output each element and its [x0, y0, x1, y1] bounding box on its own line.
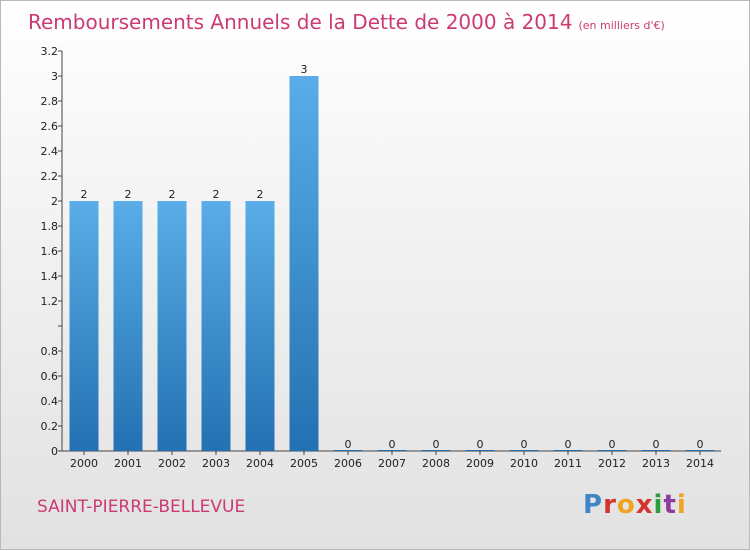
bar-2013: [641, 450, 671, 451]
logo-letter: r: [603, 490, 617, 520]
proxiti-logo: Proxiti: [583, 490, 687, 520]
y-tick-label: 1.4: [41, 270, 59, 283]
bar-2001: [113, 201, 143, 451]
x-tick-label-2009: 2009: [466, 457, 494, 470]
data-label-2014: 0: [697, 438, 704, 451]
chart-title-text: Remboursements Annuels de la Dette de 20…: [28, 10, 573, 34]
y-tick-label: 0.4: [41, 395, 59, 408]
data-label-2008: 0: [433, 438, 440, 451]
y-tick-label: 2.2: [41, 170, 59, 183]
chart-title: Remboursements Annuels de la Dette de 20…: [28, 10, 665, 34]
logo-letter: i: [653, 490, 664, 520]
x-tick-label-2003: 2003: [202, 457, 230, 470]
x-tick-label-2004: 2004: [246, 457, 274, 470]
data-label-2000: 2: [81, 188, 88, 201]
y-tick-label: 1.6: [41, 245, 59, 258]
data-label-2007: 0: [389, 438, 396, 451]
x-tick-label-2002: 2002: [158, 457, 186, 470]
data-label-2003: 2: [213, 188, 220, 201]
commune-name: SAINT-PIERRE-BELLEVUE: [37, 497, 246, 517]
bar-2004: [245, 201, 275, 451]
logo-letter: i: [676, 490, 687, 520]
y-tick-label: 0.6: [41, 370, 59, 383]
logo-letter: t: [663, 490, 677, 520]
y-tick-label: 1.2: [41, 295, 59, 308]
y-tick-label: 0.8: [41, 345, 59, 358]
y-tick-label: 0: [51, 445, 58, 458]
x-tick-label-2011: 2011: [554, 457, 582, 470]
data-label-2013: 0: [653, 438, 660, 451]
x-tick-label-2014: 2014: [686, 457, 714, 470]
bar-2003: [201, 201, 231, 451]
data-label-2012: 0: [609, 438, 616, 451]
data-label-2001: 2: [125, 188, 132, 201]
logo-letter: o: [616, 490, 636, 520]
y-tick-label: 3: [51, 70, 58, 83]
data-label-2010: 0: [521, 438, 528, 451]
bar-2012: [597, 450, 627, 451]
bar-2007: [377, 450, 407, 451]
y-tick-label: 0.2: [41, 420, 59, 433]
chart-unit: (en milliers d'€): [578, 19, 665, 32]
x-tick-label-2006: 2006: [334, 457, 362, 470]
bar-2008: [421, 450, 451, 451]
y-tick-label: 2.4: [41, 145, 59, 158]
data-label-2002: 2: [169, 188, 176, 201]
x-tick-label-2012: 2012: [598, 457, 626, 470]
x-tick-label-2013: 2013: [642, 457, 670, 470]
bar-2011: [553, 450, 583, 451]
bar-2014: [685, 450, 715, 451]
x-tick-label-2000: 2000: [70, 457, 98, 470]
y-tick-label: 1.8: [41, 220, 59, 233]
data-label-2006: 0: [345, 438, 352, 451]
logo-letter: P: [583, 490, 604, 520]
data-label-2009: 0: [477, 438, 484, 451]
x-tick-label-2010: 2010: [510, 457, 538, 470]
data-label-2011: 0: [565, 438, 572, 451]
bar-2000: [69, 201, 99, 451]
bar-2006: [333, 450, 363, 451]
bar-2009: [465, 450, 495, 451]
bar-2010: [509, 450, 539, 451]
y-tick-label: 2: [51, 195, 58, 208]
data-label-2004: 2: [257, 188, 264, 201]
y-tick-label: 3.2: [41, 45, 59, 58]
data-label-2005: 3: [301, 63, 308, 76]
bar-2005: [289, 76, 319, 451]
y-tick-label: 2.6: [41, 120, 59, 133]
bar-2002: [157, 201, 187, 451]
logo-letter: x: [635, 490, 654, 520]
x-tick-label-2008: 2008: [422, 457, 450, 470]
x-tick-label-2001: 2001: [114, 457, 142, 470]
x-tick-label-2005: 2005: [290, 457, 318, 470]
y-tick-label: 2.8: [41, 95, 59, 108]
x-tick-label-2007: 2007: [378, 457, 406, 470]
